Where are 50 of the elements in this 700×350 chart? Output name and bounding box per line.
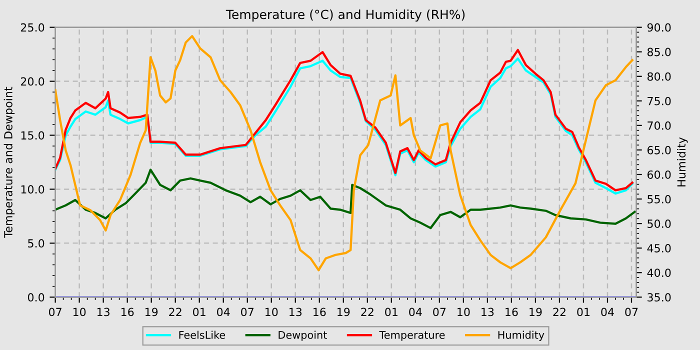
y-axis-title: Temperature and Dewpoint	[4, 86, 15, 238]
x-tick-label: 07	[433, 308, 446, 316]
x-tick-label: 16	[506, 308, 518, 316]
x-tick-label: 19	[145, 308, 158, 316]
chart-title: Temperature (°C) and Humidity (RH%)	[226, 9, 465, 22]
x-tick-label: 01	[577, 308, 590, 316]
y-tick-label: 20.0	[20, 77, 44, 86]
x-tick-label: 22	[553, 308, 566, 316]
x-tick-label: 04	[217, 308, 230, 316]
x-tick-label: 13	[290, 308, 302, 316]
y2-tick-label: 50.0	[648, 220, 671, 228]
y2-tick-label: 90.0	[647, 23, 671, 32]
legend-label: Dewpoint	[278, 330, 327, 341]
x-tick-label: 13	[97, 308, 110, 316]
y-tick-label: 25.0	[20, 23, 44, 32]
y2-tick-label: 65.0	[647, 146, 671, 154]
x-tick-label: 07	[625, 308, 638, 316]
x-tick-label: 13	[482, 308, 494, 316]
y-tick-label: 15.0	[21, 131, 44, 140]
x-tick-label: 16	[314, 308, 326, 316]
x-tick-label: 19	[338, 308, 350, 316]
x-tick-label: 07	[48, 308, 62, 316]
y2-tick-label: 75.0	[648, 96, 671, 106]
x-tick-label: 10	[266, 308, 278, 316]
x-tick-label: 22	[169, 308, 182, 316]
legend-label: Humidity	[498, 330, 544, 341]
y2-tick-label: 55.0	[648, 195, 671, 204]
y2-tick-label: 85.0	[647, 48, 671, 56]
x-tick-label: 04	[409, 308, 422, 316]
legend-label: Temperature	[379, 331, 445, 341]
x-tick-label: 04	[601, 308, 614, 316]
x-tick-label: 07	[241, 308, 254, 316]
y2-tick-label: 80.0	[647, 72, 671, 81]
x-tick-label: 01	[385, 308, 398, 316]
legend-label: FeelsLike	[179, 330, 226, 339]
y-tick-label: 10.0	[21, 185, 44, 194]
x-tick-label: 16	[121, 308, 134, 316]
x-tick-label: 19	[530, 308, 542, 316]
x-tick-label: 10	[458, 308, 470, 316]
y2-axis-title: Humidity	[677, 137, 688, 186]
y2-tick-label: 35.0	[648, 293, 671, 302]
y-tick-label: 0.0	[28, 293, 44, 302]
y-tick-label: 5.0	[28, 239, 44, 248]
y2-tick-label: 70.0	[648, 121, 671, 130]
x-tick-label: 10	[73, 308, 86, 316]
x-tick-label: 01	[193, 308, 206, 316]
y2-tick-label: 40.0	[647, 268, 671, 277]
y2-tick-label: 60.0	[647, 170, 671, 179]
y2-tick-label: 45.0	[647, 244, 671, 252]
x-tick-label: 22	[361, 308, 374, 316]
